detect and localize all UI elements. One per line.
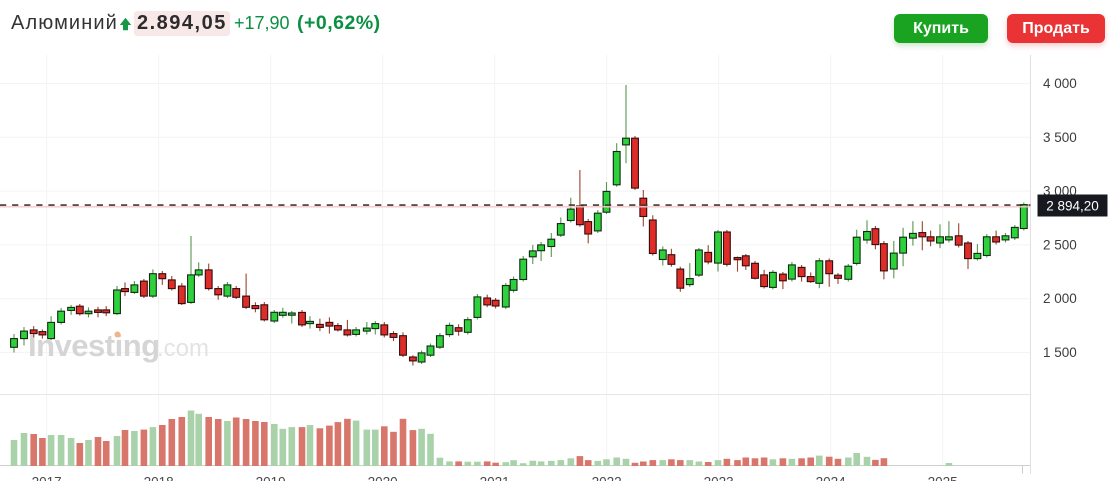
svg-text:2 000: 2 000 (1043, 291, 1077, 306)
svg-text:2 894,20: 2 894,20 (1046, 198, 1099, 213)
svg-text:2024: 2024 (816, 475, 847, 481)
svg-text:2020: 2020 (368, 475, 398, 481)
svg-text:2017: 2017 (32, 475, 62, 481)
svg-text:2023: 2023 (704, 475, 734, 481)
svg-text:2019: 2019 (256, 475, 286, 481)
svg-text:3 500: 3 500 (1043, 130, 1077, 145)
svg-text:1 500: 1 500 (1043, 345, 1077, 360)
svg-text:2 500: 2 500 (1043, 237, 1077, 252)
svg-text:4 000: 4 000 (1043, 76, 1077, 91)
svg-text:2025: 2025 (928, 475, 958, 481)
svg-text:2022: 2022 (592, 475, 622, 481)
svg-text:.com: .com (157, 335, 209, 362)
svg-text:2021: 2021 (480, 475, 510, 481)
svg-text:2018: 2018 (144, 475, 174, 481)
